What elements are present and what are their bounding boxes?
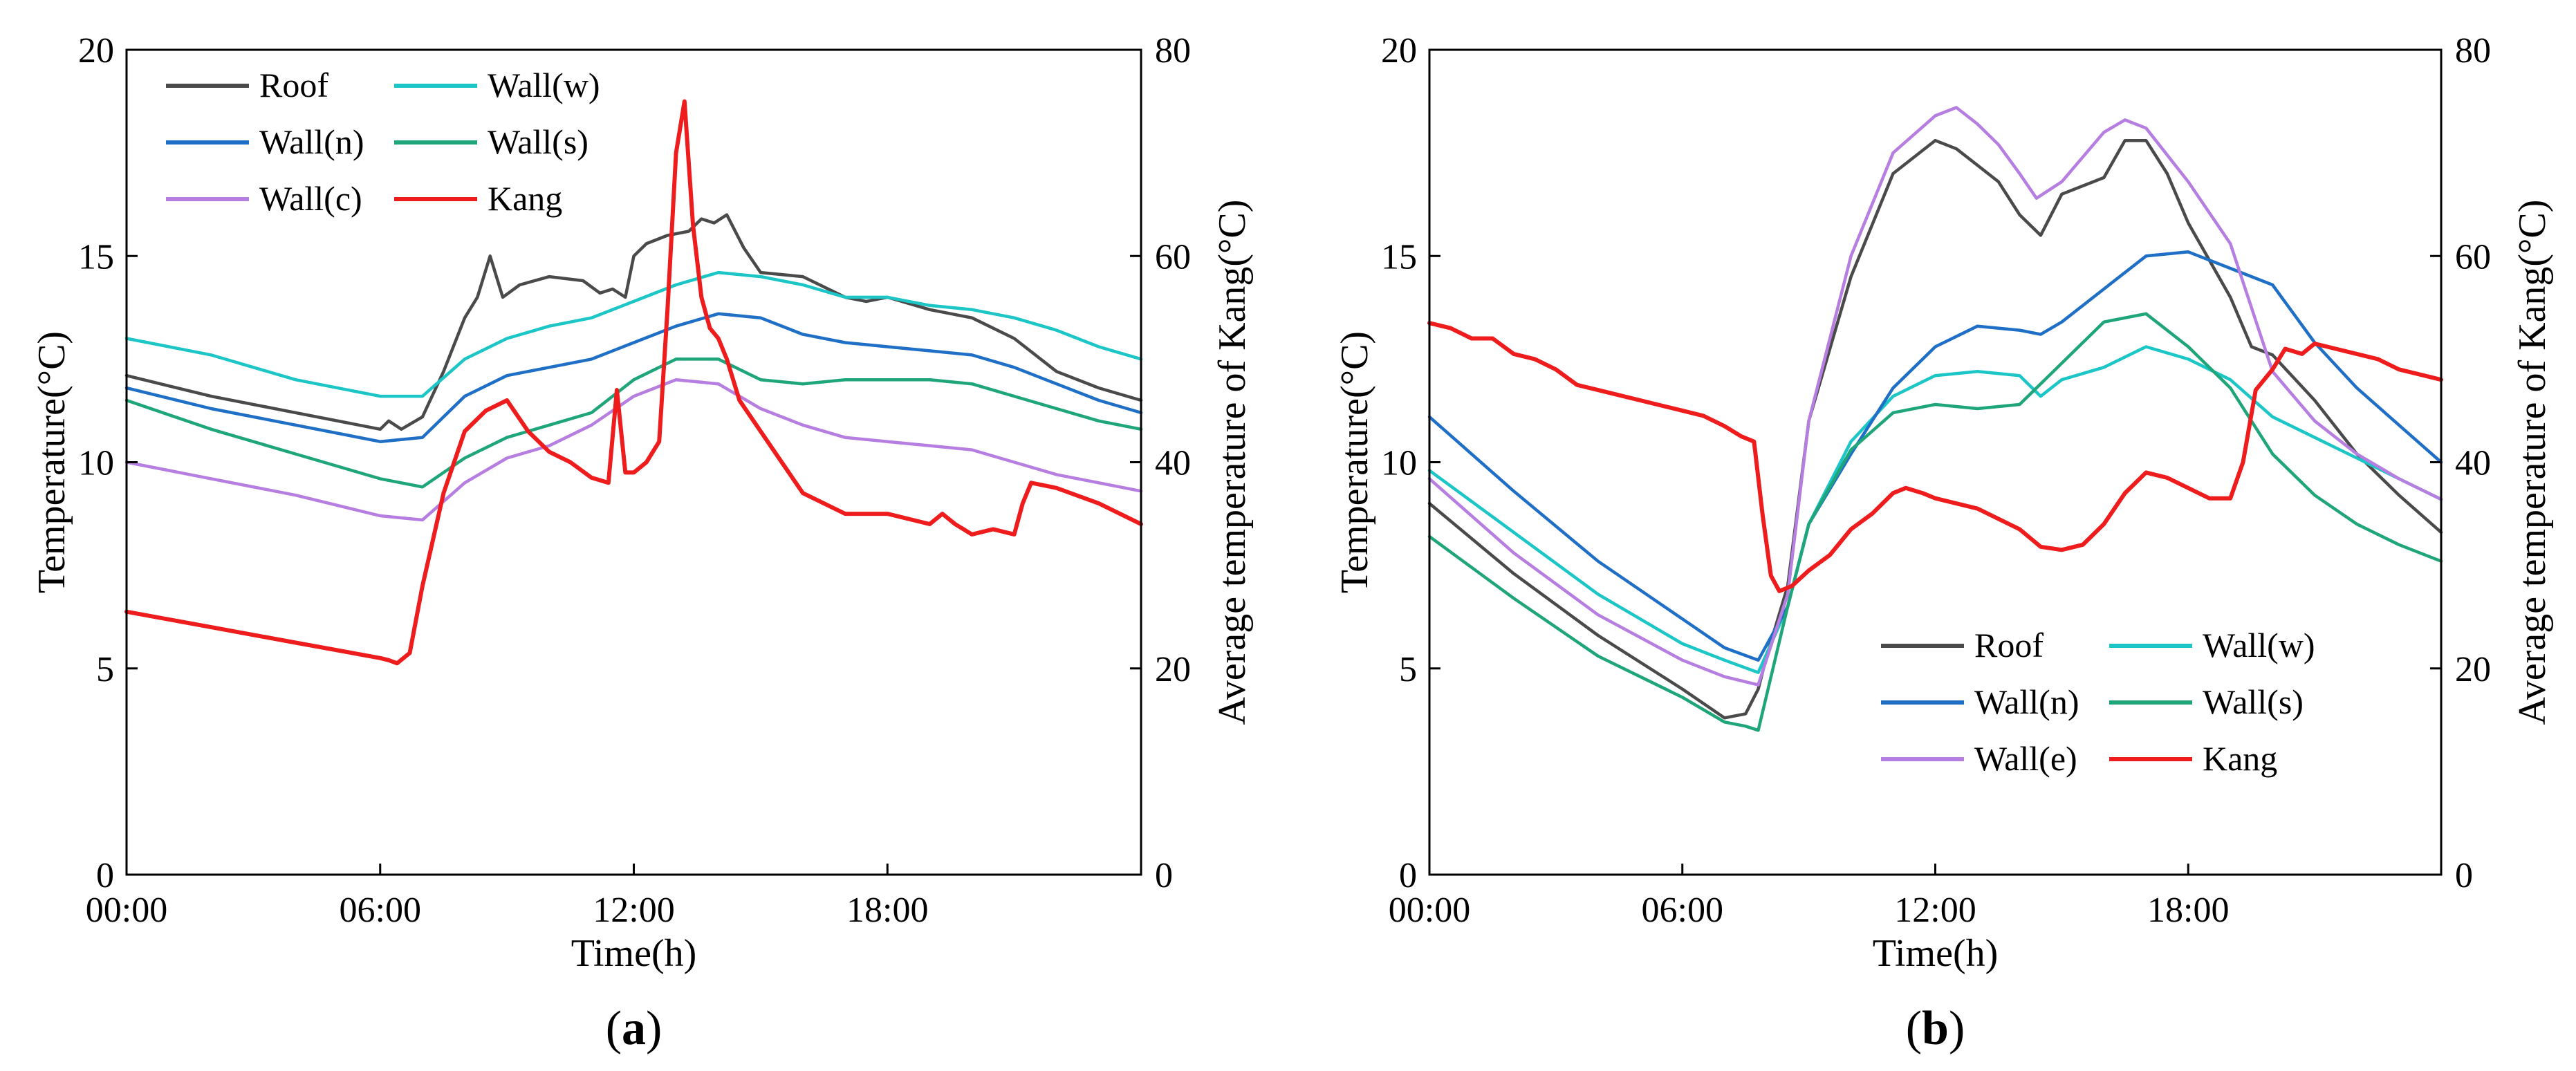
legend-label: Wall(w): [488, 66, 600, 104]
legend-label: Roof: [1974, 626, 2044, 664]
panel-b: 00:00 06:00 12:00 18:00 0 5 10 15 20 0 20 40 60 80 Ti…: [1333, 31, 2554, 1055]
panel-caption: (a): [606, 1002, 662, 1055]
legend-label: Wall(w): [2203, 626, 2315, 664]
panel-caption: (b): [1906, 1002, 1965, 1055]
legend-label: Wall(n): [1974, 682, 2079, 721]
series-line-wall-n: [124, 312, 1143, 443]
legend-label: Kang: [488, 179, 562, 218]
legend-label: Kang: [2203, 739, 2277, 778]
y2-tick-label: 80: [1155, 31, 1191, 71]
legend-label: Wall(s): [2203, 682, 2304, 721]
legend-item: Kang: [2109, 739, 2277, 778]
series-line-wall-n: [1427, 250, 2443, 662]
caption-letter: a: [622, 1002, 646, 1055]
series-line-wall-s: [124, 357, 1143, 489]
series-line-roof: [1427, 138, 2443, 720]
y-tick-label: 10: [78, 444, 114, 483]
legend-label: Wall(n): [259, 122, 364, 161]
x-tick-label: 12:00: [1894, 891, 1976, 930]
legend-item: Wall(w): [394, 66, 600, 104]
y2-tick-label: 80: [2455, 31, 2491, 71]
y-tick-label: 5: [96, 650, 114, 689]
series-line-wall-s: [1427, 312, 2443, 732]
legend-label: Wall(s): [488, 122, 589, 161]
caption-letter: b: [1922, 1002, 1949, 1055]
legend-label: Wall(c): [259, 179, 362, 218]
x-tick-label: 00:00: [1389, 891, 1470, 930]
caption-open: (: [1906, 1002, 1922, 1055]
y2-tick-label: 60: [2455, 237, 2491, 277]
legend-item: Kang: [394, 179, 562, 218]
series-line-kang: [124, 99, 1143, 666]
y-tick-label: 0: [1399, 856, 1417, 895]
x-tick-label: 18:00: [2147, 891, 2229, 930]
legend: Roof Wall(w) Wall(n) Wall(s) Wall(e) Kang: [1881, 626, 2315, 778]
x-tick-label: 00:00: [86, 891, 167, 930]
series-line-wall-w: [124, 270, 1143, 398]
ticks-layer: 00:00 06:00 12:00 18:00 0 5 10 15 20 0 20 40 60 80: [78, 31, 1191, 930]
legend-item: Wall(w): [2109, 626, 2315, 664]
y-tick-label: 15: [78, 237, 114, 277]
y2-axis-label: Average temperature of Kang(°C): [2511, 200, 2554, 725]
x-tick-label: 06:00: [340, 891, 421, 930]
series-line-wall-c: [124, 378, 1143, 522]
y-axis-label: Temperature(°C): [1333, 331, 1376, 593]
x-axis-label: Time(h): [571, 932, 697, 975]
caption-close: ): [646, 1002, 662, 1055]
plot-frame: [125, 48, 1142, 876]
y-tick-label: 0: [96, 856, 114, 895]
legend-item: Wall(n): [1881, 682, 2079, 721]
legend-item: Wall(e): [1881, 739, 2077, 778]
plot-frame: [1428, 48, 2443, 876]
legend-item: Wall(s): [394, 122, 589, 161]
y-axis-label: Temperature(°C): [30, 331, 73, 593]
x-tick-label: 06:00: [1642, 891, 1723, 930]
y2-tick-label: 0: [1155, 856, 1173, 895]
y-tick-label: 20: [1381, 31, 1417, 71]
ticks-layer: 00:00 06:00 12:00 18:00 0 5 10 15 20 0 20 40 60 80: [1381, 31, 2491, 930]
legend-item: Wall(c): [166, 179, 362, 218]
y2-tick-label: 20: [2455, 650, 2491, 689]
series-layer: [1427, 106, 2443, 732]
legend: Roof Wall(w) Wall(n) Wall(s) Wall(c) Kang: [166, 66, 600, 218]
series-layer: [124, 99, 1143, 666]
x-axis-label: Time(h): [1873, 932, 1999, 975]
y-tick-label: 15: [1381, 237, 1417, 277]
legend-item: Wall(s): [2109, 682, 2304, 721]
series-line-wall-e: [1427, 106, 2443, 687]
y2-tick-label: 40: [1155, 444, 1191, 483]
legend-label: Wall(e): [1974, 739, 2077, 778]
y-tick-label: 20: [78, 31, 114, 71]
series-line-kang: [1427, 321, 2443, 593]
y2-tick-label: 0: [2455, 856, 2473, 895]
y-tick-label: 5: [1399, 650, 1417, 689]
y-tick-label: 10: [1381, 444, 1417, 483]
y2-tick-label: 40: [2455, 444, 2491, 483]
series-line-wall-w: [1427, 345, 2443, 674]
legend-item: Roof: [166, 66, 328, 104]
legend-label: Roof: [259, 66, 328, 104]
caption-open: (: [606, 1002, 622, 1055]
y2-tick-label: 20: [1155, 650, 1191, 689]
y2-axis-label: Average temperature of Kang(°C): [1211, 200, 1254, 725]
x-tick-label: 18:00: [846, 891, 928, 930]
y2-tick-label: 60: [1155, 237, 1191, 277]
legend-item: Wall(n): [166, 122, 364, 161]
x-tick-label: 12:00: [593, 891, 674, 930]
legend-item: Roof: [1881, 626, 2044, 664]
panel-a: 00:00 06:00 12:00 18:00 0 5 10 15 20 0 20 40 60 80 Ti…: [30, 31, 1254, 1055]
caption-close: ): [1949, 1002, 1965, 1055]
